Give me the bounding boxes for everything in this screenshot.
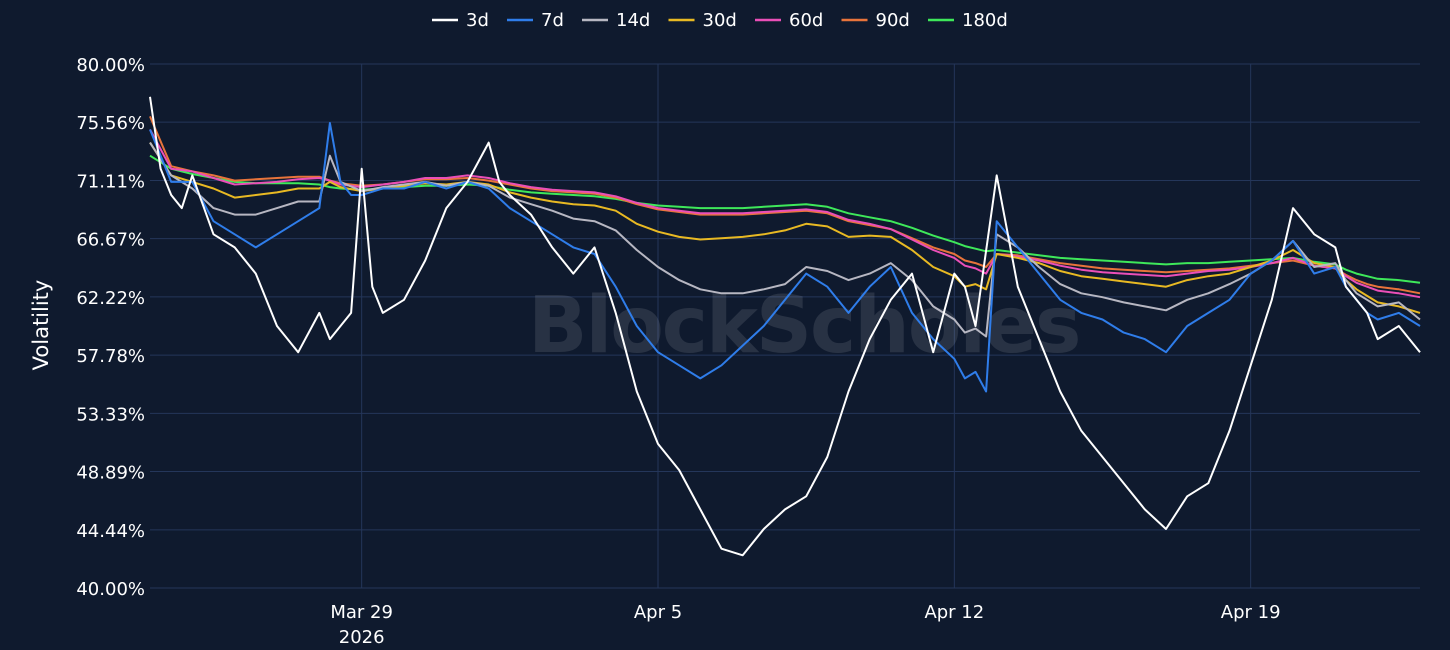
legend-item-30d[interactable]: 30d bbox=[668, 10, 737, 31]
legend-label: 90d bbox=[876, 10, 910, 31]
legend-item-14d[interactable]: 14d bbox=[582, 10, 650, 31]
y-axis-title: Volatility bbox=[29, 280, 53, 371]
legend-label: 30d bbox=[703, 10, 737, 31]
y-tick-label: 71.11% bbox=[76, 171, 145, 192]
y-tick-label: 48.89% bbox=[76, 463, 145, 484]
y-tick-label: 40.00% bbox=[76, 579, 145, 600]
x-tick-label: Apr 5 bbox=[634, 602, 682, 623]
legend-item-60d[interactable]: 60d bbox=[755, 10, 823, 31]
legend-label: 180d bbox=[962, 10, 1008, 31]
legend-item-3d[interactable]: 3d bbox=[432, 10, 489, 31]
y-tick-label: 53.33% bbox=[76, 404, 145, 425]
x-tick-year-label: 2026 bbox=[339, 627, 385, 648]
legend-label: 14d bbox=[616, 10, 650, 31]
legend-label: 60d bbox=[789, 10, 823, 31]
series-line-60d bbox=[149, 129, 1421, 299]
series-line-14d bbox=[149, 142, 1421, 338]
y-tick-label: 62.22% bbox=[76, 288, 145, 309]
x-tick-label: Mar 29 bbox=[330, 602, 393, 623]
legend-item-7d[interactable]: 7d bbox=[507, 10, 564, 31]
y-tick-label: 80.00% bbox=[76, 55, 145, 76]
y-tick-label: 75.56% bbox=[76, 113, 145, 134]
y-tick-label: 57.78% bbox=[76, 346, 145, 367]
series-line-3d bbox=[149, 96, 1421, 557]
grid-layer bbox=[150, 63, 1420, 589]
y-axis: 40.00% 44.44% 48.89% 53.33% 57.78% 62.22% 66.6… bbox=[76, 55, 145, 600]
series-line-180d bbox=[149, 154, 1421, 284]
legend-item-90d[interactable]: 90d bbox=[841, 10, 910, 31]
legend[interactable]: 3d 7d 14d 30d 60d 90d 180d bbox=[432, 10, 1008, 31]
y-tick-label: 66.67% bbox=[76, 230, 145, 251]
series-layer bbox=[149, 96, 1421, 557]
series-line-90d bbox=[149, 116, 1421, 295]
x-axis: Mar 29 2026 Apr 5 Apr 12 Apr 19 bbox=[330, 602, 1280, 648]
legend-item-180d[interactable]: 180d bbox=[928, 10, 1008, 31]
y-tick-label: 44.44% bbox=[76, 521, 145, 542]
series-line-7d bbox=[149, 122, 1421, 393]
x-tick-label: Apr 12 bbox=[924, 602, 984, 623]
legend-label: 3d bbox=[466, 10, 489, 31]
legend-label: 7d bbox=[541, 10, 564, 31]
x-tick-label: Apr 19 bbox=[1221, 602, 1281, 623]
